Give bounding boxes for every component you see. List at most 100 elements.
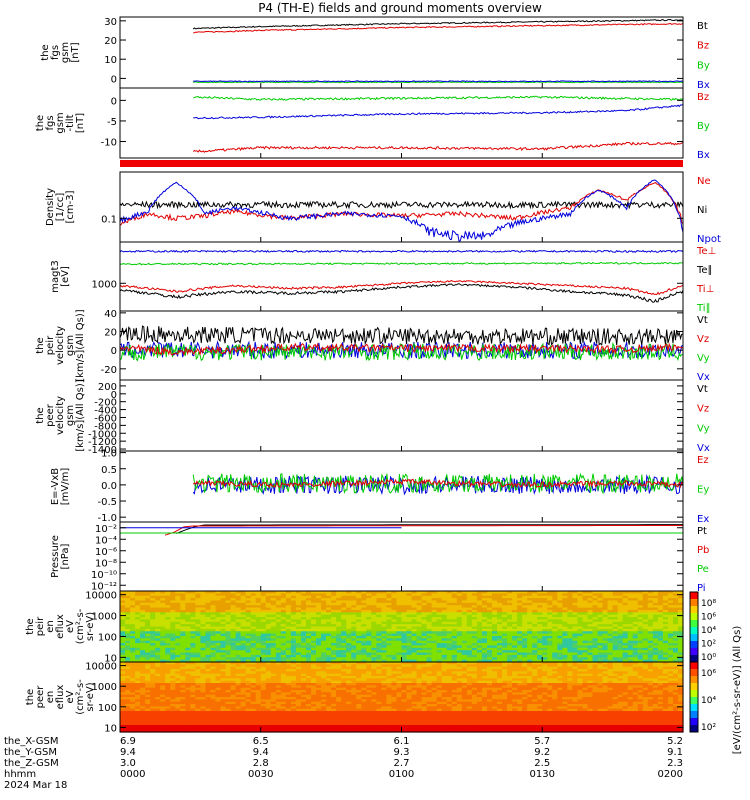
peir-eflux-bin — [260, 631, 267, 635]
peir-eflux-bin — [220, 600, 227, 604]
peer-eflux-bin — [170, 664, 176, 668]
peer-eflux-bin — [150, 685, 156, 689]
peir-eflux-bin — [220, 624, 227, 628]
peir-eflux-bin — [461, 593, 468, 597]
peir-eflux-bin — [486, 659, 493, 663]
peir-eflux-bin — [270, 652, 277, 656]
peir-eflux-bin — [366, 617, 372, 620]
peir-eflux-bin — [175, 609, 181, 613]
peir-eflux-bin — [587, 605, 594, 609]
peir-eflux-bin — [441, 638, 448, 642]
peir-eflux-bin — [441, 605, 448, 609]
peer-eflux-bin — [240, 683, 247, 686]
peir-eflux-bin — [135, 633, 141, 637]
peir-eflux-bin — [451, 595, 458, 599]
peer-eflux-bin — [205, 722, 212, 726]
peir-eflux-bin — [321, 598, 327, 602]
peir-eflux-bin — [637, 650, 644, 654]
peer-eflux-bin — [125, 711, 131, 714]
peer-eflux-bin — [245, 722, 252, 726]
peir-eflux-bin — [230, 631, 237, 635]
peir-eflux-bin — [572, 643, 579, 647]
peer-eflux-bin — [346, 692, 352, 696]
peir-eflux-bin — [486, 609, 493, 613]
peer-eflux-bin — [341, 729, 347, 733]
peir-eflux-bin — [160, 619, 166, 623]
peer-eflux-bin — [336, 720, 342, 724]
peer-eflux-bin — [130, 664, 136, 668]
peir-eflux-bin — [305, 602, 312, 606]
temperature-ytick-label: 1000 — [92, 279, 117, 290]
peir-eflux-bin — [572, 617, 579, 620]
peer-eflux-bin — [290, 718, 297, 721]
peir-eflux-bin — [652, 631, 659, 635]
peir-eflux-bin — [275, 635, 282, 639]
peir-eflux-bin — [265, 595, 272, 599]
peir-eflux-bin — [497, 647, 503, 651]
fgs-gsm-btotal-ytick-label: 10 — [104, 55, 117, 66]
peir-eflux-bin — [155, 614, 161, 618]
peer-eflux-bin — [195, 694, 202, 698]
peir-eflux-bin — [577, 659, 584, 663]
peer-eflux-bin — [295, 708, 302, 712]
peer-eflux-bin — [336, 683, 342, 686]
peir-eflux-bin — [502, 659, 508, 663]
peir-eflux-bin — [537, 591, 543, 594]
peir-eflux-bin — [120, 659, 126, 663]
peir-eflux-bin — [547, 640, 553, 644]
peir-eflux-bin — [160, 614, 166, 618]
peir-eflux-bin — [285, 595, 292, 599]
peir-eflux-bin — [657, 633, 664, 637]
peir-eflux-bin — [446, 591, 453, 594]
peir-eflux-bin — [235, 652, 242, 656]
peir-eflux-bin — [215, 654, 222, 658]
peir-eflux-bin — [562, 652, 568, 656]
peir-eflux-bin — [612, 652, 619, 656]
peir-eflux-bin — [502, 626, 508, 630]
peir-eflux-bin — [657, 659, 664, 663]
peir-eflux-bin — [446, 612, 453, 616]
peir-eflux-bin — [341, 638, 347, 642]
peir-eflux-bin — [592, 609, 599, 613]
peir-eflux-bin — [401, 617, 408, 620]
peir-eflux-bin — [331, 607, 337, 611]
peir-eflux-bin — [582, 645, 589, 649]
peir-eflux-bin — [431, 650, 438, 654]
peir-eflux-bin — [361, 614, 367, 618]
density-legend-2: Npot — [697, 234, 721, 245]
peir-eflux-bin — [396, 631, 403, 635]
peir-eflux-bin — [436, 659, 443, 663]
peer-eflux-bin — [120, 687, 126, 691]
peir-eflux-bin — [356, 633, 362, 637]
peir-eflux-bin — [637, 638, 644, 642]
peer-eflux-bin — [205, 687, 212, 691]
peir-eflux-bin — [431, 621, 438, 625]
peir-eflux-bin — [456, 593, 463, 597]
peer-eflux-bin — [225, 690, 232, 693]
peer-eflux-bin — [280, 697, 287, 700]
peer-eflux-bin — [316, 711, 322, 714]
peer-eflux-bin — [210, 699, 217, 703]
peir-eflux-bin — [240, 614, 247, 618]
peir-eflux-bin — [491, 621, 498, 625]
peir-eflux-bin — [290, 654, 297, 658]
peir-eflux-bin — [300, 657, 307, 661]
peir-eflux-bin — [120, 598, 126, 602]
peir-eflux-bin — [250, 659, 257, 663]
peir-eflux-bin — [235, 591, 242, 594]
peir-eflux-bin — [125, 650, 131, 654]
peer-eflux-bin — [300, 694, 307, 698]
peir-eflux-bin — [275, 643, 282, 647]
peir-eflux-bin — [336, 614, 342, 618]
peer-eflux-bin — [270, 718, 277, 721]
peer-eflux-bin — [331, 713, 337, 717]
peir-eflux-bin — [305, 635, 312, 639]
peir-eflux-bin — [150, 631, 156, 635]
density-series-2 — [119, 179, 684, 243]
peir-eflux-bin — [195, 628, 202, 632]
peir-eflux-bin — [406, 614, 413, 618]
peir-eflux-bin — [436, 635, 443, 639]
peir-eflux-bin — [436, 638, 443, 642]
fgs-gsm-zoom-legend-2: Bx — [697, 150, 710, 161]
peer-eflux-bin — [230, 669, 237, 672]
